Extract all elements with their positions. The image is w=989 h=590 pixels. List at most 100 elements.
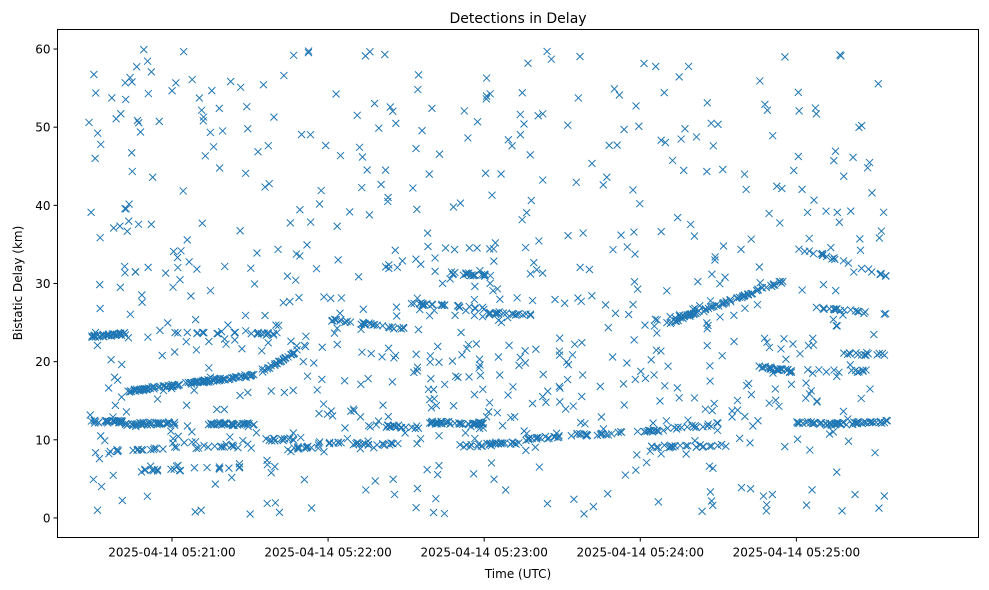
detection-marker xyxy=(881,272,890,281)
detection-marker xyxy=(521,359,530,367)
detection-marker xyxy=(578,371,587,379)
detection-marker xyxy=(593,431,602,440)
detection-marker xyxy=(429,385,438,394)
detection-marker xyxy=(535,237,543,245)
detection-marker xyxy=(497,439,505,448)
detection-marker xyxy=(306,218,315,226)
detection-marker xyxy=(642,458,651,467)
detection-marker xyxy=(589,502,598,511)
detection-marker xyxy=(360,319,369,328)
detection-marker xyxy=(190,386,199,395)
detection-marker xyxy=(707,119,716,128)
detection-marker xyxy=(603,489,612,498)
y-tick-label: 10 xyxy=(35,433,50,447)
detection-marker xyxy=(409,368,418,377)
detection-marker xyxy=(728,413,736,421)
detection-marker xyxy=(228,419,237,428)
detection-marker xyxy=(868,418,877,427)
detection-marker xyxy=(620,125,628,134)
detection-marker xyxy=(148,173,157,182)
detection-marker xyxy=(498,421,507,430)
detection-marker xyxy=(456,419,464,428)
detection-marker xyxy=(263,499,272,508)
detection-marker xyxy=(303,372,312,381)
detection-marker xyxy=(350,406,358,415)
points-layer xyxy=(85,45,892,518)
detection-marker xyxy=(224,321,232,329)
detection-marker xyxy=(117,417,126,426)
detection-marker xyxy=(210,442,219,451)
detection-marker xyxy=(139,446,147,454)
detection-marker xyxy=(333,324,342,333)
detection-marker xyxy=(866,385,874,393)
detection-marker xyxy=(362,486,370,494)
detection-marker xyxy=(334,256,342,264)
detection-marker xyxy=(822,367,831,376)
detection-marker xyxy=(426,351,435,360)
detection-marker xyxy=(334,438,343,447)
detection-marker xyxy=(556,384,564,393)
detection-marker xyxy=(531,443,540,452)
detection-marker xyxy=(719,242,728,250)
detection-marker xyxy=(199,328,208,337)
detection-marker xyxy=(116,283,125,292)
detection-marker xyxy=(521,346,529,355)
detection-marker xyxy=(765,399,774,408)
detection-marker xyxy=(315,200,324,208)
detection-marker xyxy=(374,124,383,133)
detection-marker xyxy=(491,438,500,447)
detection-marker xyxy=(689,305,697,314)
detection-marker xyxy=(294,442,303,451)
detection-marker xyxy=(509,382,517,391)
detection-marker xyxy=(836,306,845,315)
detection-marker xyxy=(683,441,692,450)
detection-marker xyxy=(576,52,584,61)
detection-marker xyxy=(865,158,874,167)
detection-marker xyxy=(721,273,729,282)
detection-marker xyxy=(358,153,367,161)
detection-marker xyxy=(466,271,475,280)
detection-marker xyxy=(486,89,495,98)
detection-marker xyxy=(337,438,345,447)
detection-marker xyxy=(124,333,133,342)
detection-marker xyxy=(527,196,536,205)
detection-marker xyxy=(144,89,153,98)
detection-marker xyxy=(664,362,672,371)
detection-marker xyxy=(495,308,504,316)
detection-marker xyxy=(349,405,358,413)
detection-marker xyxy=(412,503,420,512)
detection-marker xyxy=(631,250,639,259)
detection-marker xyxy=(280,71,288,80)
detection-marker xyxy=(756,278,765,287)
detection-marker xyxy=(705,442,714,451)
detection-marker xyxy=(475,364,483,372)
detection-marker xyxy=(470,390,479,399)
detection-marker xyxy=(843,415,852,423)
detection-marker xyxy=(297,130,306,139)
detection-marker xyxy=(315,437,324,446)
detection-marker xyxy=(848,420,857,429)
detection-marker xyxy=(340,376,349,385)
detection-marker xyxy=(652,346,661,355)
detection-marker xyxy=(213,329,221,338)
detection-marker xyxy=(614,428,623,437)
detection-marker xyxy=(413,363,422,372)
detection-marker xyxy=(205,378,213,386)
detection-marker xyxy=(302,443,311,452)
detection-marker xyxy=(716,313,724,321)
detection-marker xyxy=(486,279,494,288)
x-tick-label: 2025-04-14 05:25:00 xyxy=(733,546,860,560)
detection-marker xyxy=(137,468,146,476)
detection-marker xyxy=(100,436,109,445)
detection-marker xyxy=(564,231,572,240)
detection-marker xyxy=(341,424,349,432)
detection-marker xyxy=(801,394,810,403)
detection-marker xyxy=(385,261,393,269)
detection-marker xyxy=(215,463,224,471)
detection-marker xyxy=(661,138,670,147)
detection-marker xyxy=(367,349,376,358)
detection-marker xyxy=(587,291,596,300)
detection-marker xyxy=(494,316,503,325)
detection-marker xyxy=(570,495,578,504)
detection-marker xyxy=(861,307,870,316)
